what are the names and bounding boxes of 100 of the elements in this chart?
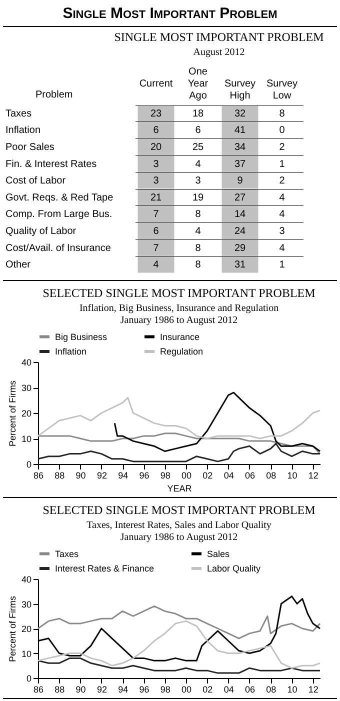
line-series [37, 620, 321, 669]
data-label: 3 [153, 158, 160, 170]
data-label: 24 [234, 226, 246, 237]
x-tick-label: 02 [202, 684, 213, 694]
line-series [37, 432, 321, 455]
line-series [37, 442, 321, 462]
x-axis-title: YEAR [167, 484, 192, 494]
x-tick-label: 86 [33, 684, 44, 694]
x-tick-label: 02 [202, 470, 213, 480]
data-label: 32 [234, 108, 246, 120]
data-label: 4 [279, 209, 286, 220]
x-tick-label: 92 [96, 684, 107, 694]
y-axis-title: Problem [36, 90, 73, 100]
data-label: 29 [234, 242, 246, 254]
chart-subtitle: Inflation, Big Business, Insurance and Regulation [79, 303, 279, 314]
x-tick-label: 98 [160, 684, 170, 694]
x-tick-label: 06 [244, 684, 255, 694]
line-series [37, 657, 321, 674]
legend-label: Insurance [160, 332, 200, 342]
data-label: 1 [279, 260, 286, 271]
data-label: 34 [234, 142, 246, 153]
line-series [114, 392, 321, 452]
y-tick-label: Inflation [6, 125, 41, 136]
y-tick-label: 20 [21, 408, 32, 418]
data-label: 8 [195, 209, 202, 220]
data-label: 31 [234, 260, 246, 271]
data-label: 20 [150, 142, 162, 153]
y-tick-label: 0 [26, 460, 32, 470]
x-tick-label: 04 [224, 684, 234, 694]
data-label: 41 [234, 125, 246, 136]
x-tick-label: 88 [54, 470, 65, 480]
data-label: 4 [279, 192, 286, 204]
data-label: 14 [234, 209, 246, 220]
data-label: 4 [279, 242, 286, 254]
data-label: 23 [150, 108, 162, 120]
x-tick-label: 98 [160, 470, 170, 480]
y-tick-label: 20 [21, 624, 32, 634]
data-label: 19 [192, 192, 204, 204]
data-label: 8 [195, 242, 202, 254]
data-label: 3 [195, 176, 202, 187]
data-label: 4 [153, 260, 160, 271]
y-tick-label: 30 [21, 383, 32, 393]
x-tick-label: 10 [287, 470, 298, 480]
y-tick-label: 40 [21, 574, 32, 584]
legend-label: Sales [207, 548, 230, 559]
data-label: 7 [153, 209, 160, 220]
text: January 1986 to August 2012 [120, 315, 238, 326]
x-tick-label: Survey Low [266, 78, 298, 102]
chart-title: SINGLE MOST IMPORTANT PROBLEM [114, 30, 324, 44]
legend-label: Taxes [55, 548, 80, 559]
legend-label: Inflation [55, 346, 87, 356]
line-series [37, 605, 321, 640]
legend-label: Interest Rates & Finance [55, 564, 154, 574]
x-tick-label: 06 [244, 470, 255, 480]
y-tick-label: Poor Sales [6, 142, 54, 153]
data-label: 21 [150, 192, 162, 204]
legend-label: Regulation [160, 346, 204, 356]
x-tick-label: 94 [118, 470, 128, 480]
data-label: 27 [234, 192, 246, 204]
x-tick-label: 10 [287, 684, 298, 694]
x-tick-label: 08 [266, 684, 276, 694]
chart-title: SELECTED SINGLE MOST IMPORTANT PROBLEM [42, 286, 316, 300]
x-tick-label: 96 [139, 684, 150, 694]
x-tick-label: 88 [54, 684, 65, 694]
y-tick-label: Quality of Labor [6, 226, 77, 237]
x-tick-label: 90 [76, 684, 86, 694]
y-tick-label: Comp. From Large Bus. [6, 209, 112, 220]
x-tick-label: Current [139, 78, 173, 90]
x-tick-label: 12 [308, 684, 318, 694]
data-label: 4 [195, 158, 202, 170]
x-tick-label: 96 [139, 470, 150, 480]
chart-title: SELECTED SINGLE MOST IMPORTANT PROBLEM [42, 503, 316, 517]
data-label: 2 [279, 176, 286, 187]
line-series [37, 396, 321, 440]
y-tick-label: Fin. & Interest Rates [6, 158, 97, 170]
chart-subtitle: Taxes, Interest Rates, Sales and Labor Quality [86, 520, 272, 531]
data-label: 8 [279, 108, 286, 120]
x-tick-label: 08 [266, 470, 276, 480]
text: Single Most Important Problem [3, 3, 337, 27]
x-tick-label: One Year Ago [188, 66, 209, 102]
data-label: 25 [192, 142, 204, 153]
chart-subtitle: August 2012 [193, 47, 245, 58]
x-tick-label: 86 [33, 470, 44, 480]
legend-label: Big Business [55, 332, 108, 342]
x-tick-label: 04 [224, 470, 234, 480]
y-tick-label: 10 [21, 434, 32, 444]
text: January 1986 to August 2012 [120, 532, 238, 543]
y-tick-label: Taxes [6, 108, 32, 120]
x-tick-label: 00 [182, 684, 192, 694]
data-label: 3 [279, 226, 286, 237]
data-label: 6 [153, 226, 160, 237]
data-label: 0 [279, 125, 286, 136]
y-tick-label: 40 [21, 358, 32, 368]
y-axis-title: Percent of Firms [7, 380, 18, 447]
y-tick-label: 0 [26, 674, 32, 684]
x-tick-label: 92 [96, 470, 107, 480]
y-tick-label: Cost of Labor [6, 176, 66, 187]
y-tick-label: Govt. Reqs. & Red Tape [6, 192, 114, 204]
data-label: 2 [279, 142, 286, 153]
x-tick-label: 94 [118, 684, 128, 694]
